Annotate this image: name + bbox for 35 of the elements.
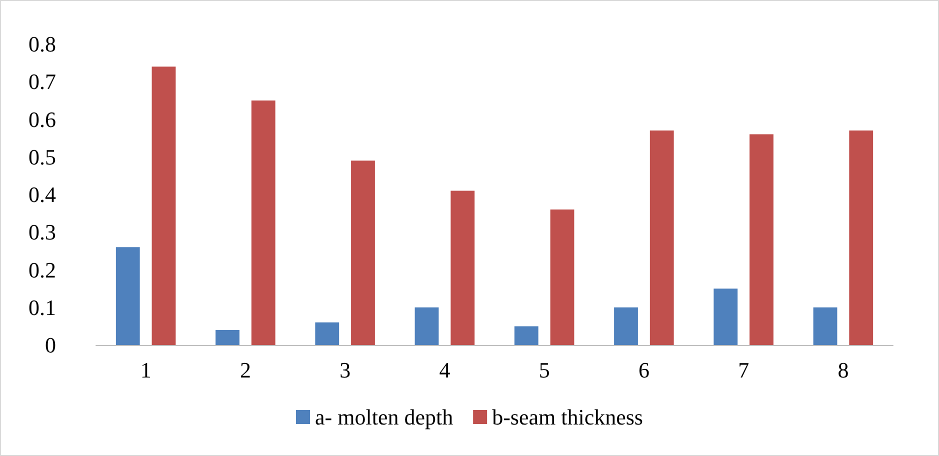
- bar: [614, 307, 638, 345]
- y-tick-label: 0.5: [28, 144, 56, 170]
- bar: [813, 307, 838, 345]
- y-tick-label: 0.1: [28, 294, 56, 320]
- x-tick-label: 2: [240, 358, 251, 382]
- bar: [849, 130, 874, 345]
- legend-label: a- molten depth: [315, 404, 454, 430]
- x-tick-label: 7: [738, 358, 750, 382]
- x-tick-label: 4: [439, 358, 450, 382]
- bar: [714, 288, 738, 345]
- bar: [116, 247, 140, 345]
- x-tick-label: 3: [340, 358, 351, 382]
- bar: [216, 330, 240, 345]
- bar: [251, 100, 276, 345]
- y-tick-label: 0.2: [28, 257, 56, 282]
- bar: [514, 326, 538, 345]
- y-tick-label: 0.8: [28, 32, 56, 56]
- bar: [650, 130, 674, 345]
- x-tick-label: 1: [140, 358, 152, 382]
- x-tick-label: 6: [638, 358, 650, 382]
- legend-label: b-seam thickness: [492, 404, 643, 430]
- y-tick-label: 0.6: [28, 106, 56, 132]
- y-tick-label: 0.7: [28, 69, 56, 94]
- x-tick-label: 8: [838, 358, 849, 382]
- bar: [152, 66, 176, 345]
- y-tick-label: 0.3: [28, 220, 56, 245]
- bar: [351, 160, 375, 345]
- y-tick-label: 0: [45, 332, 56, 358]
- y-tick-label: 0.4: [28, 182, 56, 207]
- bar: [750, 134, 774, 345]
- bar: [450, 190, 475, 345]
- bar: [414, 307, 439, 345]
- bar: [315, 322, 340, 345]
- x-tick-label: 5: [538, 358, 550, 382]
- bar: [550, 210, 574, 345]
